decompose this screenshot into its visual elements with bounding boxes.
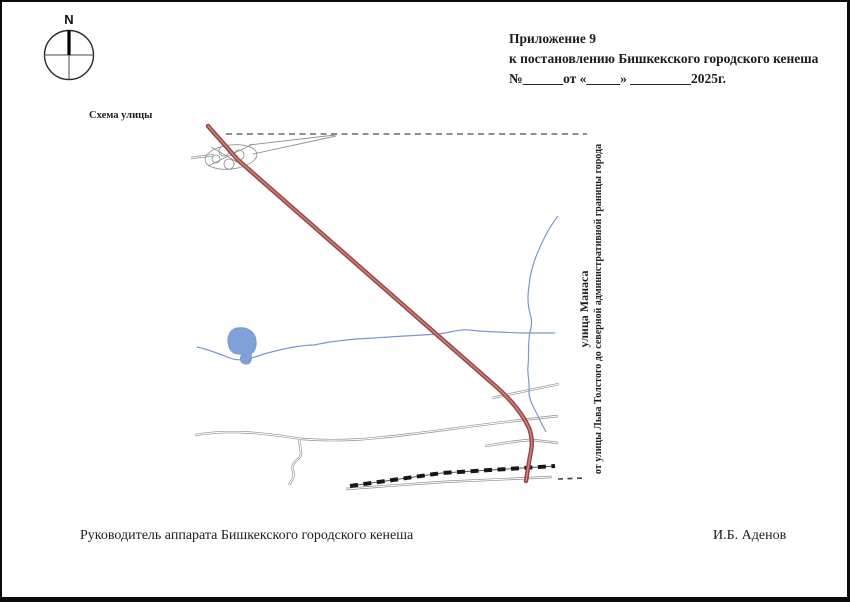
- compass-north-label: N: [64, 12, 73, 27]
- canal-line: [196, 329, 555, 361]
- signatory-name: И.Б. Аденов: [713, 528, 787, 543]
- appendix-line: Приложение 9: [509, 31, 597, 46]
- water-features: [196, 215, 559, 433]
- stream-line: [527, 215, 559, 433]
- railroad: [349, 464, 556, 488]
- compass-rose: N: [43, 12, 95, 81]
- pond-shape: [227, 327, 257, 365]
- header-block: Приложение 9 к постановлению Бишкекского…: [509, 29, 844, 89]
- road-network: [190, 134, 587, 491]
- street-extent-label: от улицы Льва Толстого до северной админ…: [593, 143, 604, 475]
- interchange-roundabout: [204, 143, 258, 171]
- street-vertical-label: улица Манаса от улицы Льва Толстого до с…: [574, 139, 608, 479]
- manas-street-route: [205, 123, 534, 484]
- signature-title: Руководитель аппарата Бишкекского городс…: [80, 528, 414, 543]
- number-date-line: №______от «_____» _________2025г.: [509, 71, 727, 86]
- resolution-line: к постановлению Бишкекского городского к…: [509, 51, 819, 66]
- street-name-label: улица Манаса: [577, 270, 591, 348]
- northeast-road: [248, 134, 336, 146]
- long-east-west-road: [194, 414, 559, 442]
- scheme-title: Схема улицы: [89, 110, 153, 121]
